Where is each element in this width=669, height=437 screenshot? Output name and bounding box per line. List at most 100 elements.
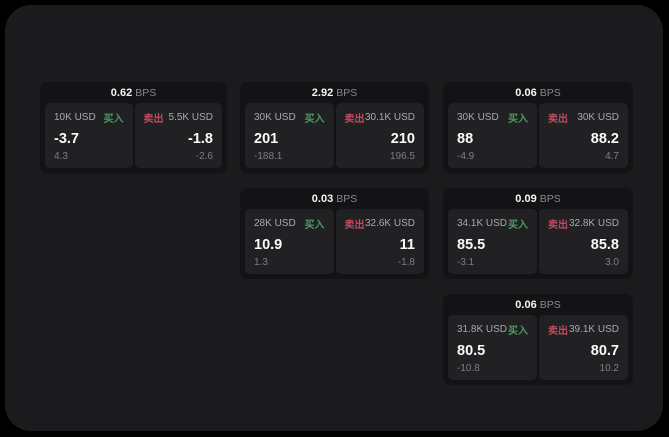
sell-panel-top: 卖出 32.6K USD bbox=[345, 216, 416, 231]
bps-header: 0.09 BPS bbox=[443, 188, 633, 209]
bps-header: 2.92 BPS bbox=[240, 82, 429, 103]
buy-panel-top: 28K USD 买入 bbox=[254, 216, 325, 231]
buy-sub-value: -10.8 bbox=[457, 363, 480, 374]
sell-price: -1.8 bbox=[188, 130, 213, 147]
sell-panel[interactable]: 卖出 32.6K USD 11 -1.8 bbox=[335, 209, 424, 274]
sell-tag: 卖出 bbox=[548, 114, 568, 125]
sell-panel[interactable]: 卖出 30.1K USD 210 196.5 bbox=[335, 103, 424, 168]
sell-amount: 5.5K USD bbox=[168, 112, 213, 123]
bps-header: 0.06 BPS bbox=[443, 82, 633, 103]
bps-unit-label: BPS bbox=[336, 86, 358, 99]
buy-tag: 买入 bbox=[304, 220, 325, 231]
sell-tag: 卖出 bbox=[143, 114, 164, 125]
sell-amount: 39.1K USD bbox=[568, 324, 619, 335]
buy-sub-value: -188.1 bbox=[254, 151, 283, 162]
buy-price: 201 bbox=[254, 130, 279, 147]
bps-header: 0.06 BPS bbox=[443, 294, 633, 315]
sell-sub-value: -2.6 bbox=[195, 151, 213, 162]
sell-panel-top: 卖出 30.1K USD bbox=[345, 110, 416, 125]
bps-unit-label: BPS bbox=[539, 86, 561, 99]
buy-sub-value: 4.3 bbox=[54, 151, 68, 162]
sell-amount: 30K USD bbox=[577, 112, 619, 123]
sell-price: 210 bbox=[390, 130, 415, 147]
buy-panel[interactable]: 28K USD 买入 10.9 1.3 bbox=[245, 209, 334, 274]
buy-price: -3.7 bbox=[54, 130, 79, 147]
sell-tag: 卖出 bbox=[344, 114, 365, 125]
quote-card: 0.62 BPS 10K USD 买入 -3.7 4.3 卖出 5.5K USD… bbox=[40, 82, 227, 173]
buy-panel-top: 30K USD 买入 bbox=[254, 110, 325, 125]
sell-panel[interactable]: 卖出 39.1K USD 80.7 10.2 bbox=[539, 315, 628, 380]
buy-sub-value: -4.9 bbox=[457, 151, 475, 162]
buy-sub-value: -3.1 bbox=[457, 257, 475, 268]
quote-card: 2.92 BPS 30K USD 买入 201 -188.1 卖出 30.1K … bbox=[240, 82, 429, 173]
sell-price: 88.2 bbox=[590, 130, 619, 147]
bps-unit-label: BPS bbox=[336, 192, 358, 205]
sell-amount: 32.8K USD bbox=[568, 218, 619, 229]
sell-price: 80.7 bbox=[590, 342, 619, 359]
buy-panel-top: 30K USD 买入 bbox=[457, 110, 528, 125]
buy-amount: 28K USD bbox=[254, 218, 296, 229]
buy-panel[interactable]: 34.1K USD 买入 85.5 -3.1 bbox=[448, 209, 537, 274]
quote-panels: 28K USD 买入 10.9 1.3 卖出 32.6K USD 11 -1.8 bbox=[240, 209, 429, 279]
buy-panel[interactable]: 10K USD 买入 -3.7 4.3 bbox=[45, 103, 133, 168]
bps-value: 0.06 bbox=[515, 86, 537, 99]
sell-tag: 卖出 bbox=[344, 220, 365, 231]
sell-panel-top: 卖出 30K USD bbox=[548, 110, 619, 125]
buy-panel[interactable]: 30K USD 买入 201 -188.1 bbox=[245, 103, 334, 168]
buy-tag: 买入 bbox=[508, 220, 528, 231]
buy-amount: 30K USD bbox=[254, 112, 296, 123]
buy-price: 88 bbox=[457, 130, 474, 147]
quote-panels: 30K USD 买入 201 -188.1 卖出 30.1K USD 210 1… bbox=[240, 103, 429, 173]
quote-card: 0.03 BPS 28K USD 买入 10.9 1.3 卖出 32.6K US… bbox=[240, 188, 429, 279]
sell-panel-top: 卖出 5.5K USD bbox=[144, 110, 214, 125]
buy-amount: 34.1K USD bbox=[457, 218, 508, 229]
quote-panels: 31.8K USD 买入 80.5 -10.8 卖出 39.1K USD 80.… bbox=[443, 315, 633, 385]
buy-panel-top: 31.8K USD 买入 bbox=[457, 322, 528, 337]
buy-price: 10.9 bbox=[254, 236, 283, 253]
bps-value: 0.03 bbox=[311, 192, 334, 205]
sell-panel-top: 卖出 32.8K USD bbox=[548, 216, 619, 231]
bps-value: 0.06 bbox=[515, 298, 537, 311]
quote-card: 0.06 BPS 30K USD 买入 88 -4.9 卖出 30K USD 8… bbox=[443, 82, 633, 173]
bps-value: 0.09 bbox=[515, 192, 537, 205]
buy-price: 85.5 bbox=[457, 236, 486, 253]
bps-value: 0.62 bbox=[110, 86, 133, 99]
bps-header: 0.03 BPS bbox=[240, 188, 429, 209]
bps-unit-label: BPS bbox=[539, 192, 561, 205]
buy-amount: 31.8K USD bbox=[457, 324, 508, 335]
sell-sub-value: 10.2 bbox=[599, 363, 619, 374]
buy-tag: 买入 bbox=[304, 114, 325, 125]
sell-amount: 32.6K USD bbox=[364, 218, 415, 229]
quote-panels: 10K USD 买入 -3.7 4.3 卖出 5.5K USD -1.8 -2.… bbox=[40, 103, 227, 173]
sell-panel-top: 卖出 39.1K USD bbox=[548, 322, 619, 337]
sell-panel[interactable]: 卖出 5.5K USD -1.8 -2.6 bbox=[134, 103, 222, 168]
sell-panel[interactable]: 卖出 32.8K USD 85.8 3.0 bbox=[539, 209, 628, 274]
buy-tag: 买入 bbox=[103, 114, 124, 125]
buy-panel[interactable]: 31.8K USD 买入 80.5 -10.8 bbox=[448, 315, 537, 380]
buy-tag: 买入 bbox=[508, 114, 528, 125]
buy-panel[interactable]: 30K USD 买入 88 -4.9 bbox=[448, 103, 537, 168]
bps-header: 0.62 BPS bbox=[40, 82, 227, 103]
sell-sub-value: 4.7 bbox=[605, 151, 619, 162]
buy-tag: 买入 bbox=[508, 326, 528, 337]
sell-sub-value: 3.0 bbox=[605, 257, 619, 268]
sell-sub-value: 196.5 bbox=[389, 151, 415, 162]
quotes-board: 0.62 BPS 10K USD 买入 -3.7 4.3 卖出 5.5K USD… bbox=[5, 5, 663, 431]
quote-panels: 30K USD 买入 88 -4.9 卖出 30K USD 88.2 4.7 bbox=[443, 103, 633, 173]
bps-unit-label: BPS bbox=[135, 86, 157, 99]
sell-price: 11 bbox=[399, 236, 415, 253]
buy-panel-top: 34.1K USD 买入 bbox=[457, 216, 528, 231]
sell-sub-value: -1.8 bbox=[397, 257, 415, 268]
quote-card: 0.06 BPS 31.8K USD 买入 80.5 -10.8 卖出 39.1… bbox=[443, 294, 633, 385]
sell-panel[interactable]: 卖出 30K USD 88.2 4.7 bbox=[539, 103, 628, 168]
quote-panels: 34.1K USD 买入 85.5 -3.1 卖出 32.8K USD 85.8… bbox=[443, 209, 633, 279]
buy-amount: 10K USD bbox=[54, 112, 96, 123]
sell-amount: 30.1K USD bbox=[364, 112, 415, 123]
buy-price: 80.5 bbox=[457, 342, 486, 359]
buy-amount: 30K USD bbox=[457, 112, 499, 123]
buy-panel-top: 10K USD 买入 bbox=[54, 110, 124, 125]
sell-price: 85.8 bbox=[590, 236, 619, 253]
quote-card: 0.09 BPS 34.1K USD 买入 85.5 -3.1 卖出 32.8K… bbox=[443, 188, 633, 279]
sell-tag: 卖出 bbox=[548, 326, 568, 337]
